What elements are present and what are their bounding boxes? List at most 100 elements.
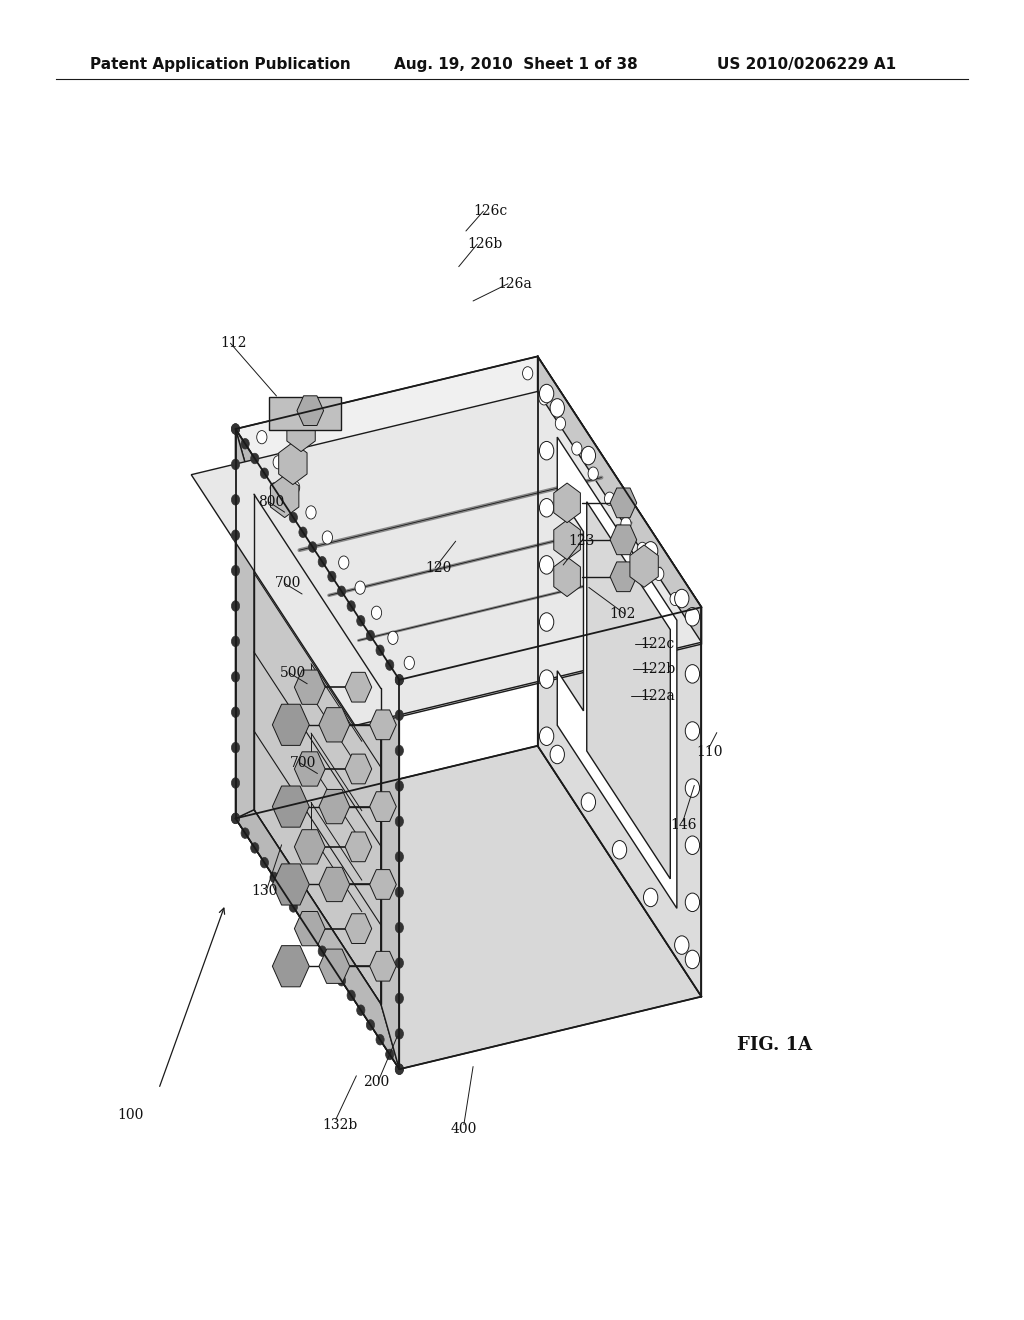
Circle shape — [395, 851, 403, 862]
Circle shape — [395, 887, 403, 898]
Circle shape — [231, 601, 240, 611]
Text: 700: 700 — [290, 756, 316, 770]
Text: 400: 400 — [451, 1122, 477, 1135]
Polygon shape — [295, 830, 326, 865]
Polygon shape — [272, 863, 309, 906]
Text: 126b: 126b — [467, 238, 502, 251]
Polygon shape — [610, 488, 637, 517]
Circle shape — [308, 931, 316, 941]
Circle shape — [289, 902, 297, 912]
Polygon shape — [270, 475, 299, 517]
Circle shape — [395, 1064, 403, 1074]
Polygon shape — [254, 494, 381, 1005]
Circle shape — [395, 675, 403, 685]
Circle shape — [550, 746, 564, 764]
Circle shape — [540, 441, 554, 459]
Circle shape — [306, 506, 316, 519]
Circle shape — [395, 816, 403, 826]
Polygon shape — [345, 672, 372, 702]
Polygon shape — [377, 607, 701, 722]
Text: 102: 102 — [609, 607, 636, 620]
Circle shape — [612, 841, 627, 859]
Polygon shape — [345, 832, 372, 862]
Circle shape — [338, 586, 346, 597]
Circle shape — [355, 581, 366, 594]
Text: 700: 700 — [274, 577, 301, 590]
Circle shape — [522, 367, 532, 380]
Text: 800: 800 — [258, 495, 285, 508]
Polygon shape — [587, 502, 671, 879]
Circle shape — [251, 453, 259, 463]
Circle shape — [550, 399, 564, 417]
Circle shape — [273, 455, 284, 469]
Polygon shape — [287, 409, 315, 451]
Circle shape — [540, 669, 554, 688]
Polygon shape — [554, 520, 581, 560]
Polygon shape — [295, 671, 326, 705]
Circle shape — [328, 572, 336, 582]
Polygon shape — [191, 392, 701, 726]
Circle shape — [270, 873, 279, 883]
Circle shape — [356, 1005, 365, 1015]
Text: US 2010/0206229 A1: US 2010/0206229 A1 — [717, 57, 896, 73]
Text: 100: 100 — [118, 1109, 144, 1122]
Circle shape — [376, 1035, 384, 1045]
Circle shape — [231, 495, 240, 506]
Circle shape — [231, 672, 240, 682]
Polygon shape — [381, 680, 399, 1069]
Polygon shape — [370, 710, 396, 739]
Polygon shape — [272, 705, 309, 746]
Polygon shape — [272, 945, 309, 987]
Circle shape — [231, 529, 240, 540]
Circle shape — [685, 950, 699, 969]
Polygon shape — [319, 789, 350, 824]
Circle shape — [555, 417, 565, 430]
Circle shape — [395, 710, 403, 721]
Circle shape — [338, 975, 346, 986]
Polygon shape — [295, 912, 326, 945]
Circle shape — [540, 727, 554, 746]
Polygon shape — [538, 356, 701, 644]
Circle shape — [675, 936, 689, 954]
Circle shape — [231, 813, 240, 824]
Polygon shape — [297, 396, 324, 425]
Circle shape — [395, 923, 403, 933]
Circle shape — [318, 946, 327, 957]
Polygon shape — [319, 867, 350, 902]
Circle shape — [231, 565, 240, 576]
Polygon shape — [345, 754, 372, 784]
Text: 132b: 132b — [323, 1118, 357, 1131]
Circle shape — [339, 556, 349, 569]
Polygon shape — [272, 785, 309, 828]
Circle shape — [290, 480, 300, 494]
Circle shape — [653, 568, 664, 581]
Circle shape — [637, 543, 647, 556]
Circle shape — [367, 630, 375, 640]
Circle shape — [231, 424, 240, 434]
Circle shape — [260, 858, 268, 869]
Circle shape — [231, 813, 240, 824]
Circle shape — [372, 606, 382, 619]
Circle shape — [280, 498, 288, 508]
Text: 123: 123 — [568, 535, 595, 548]
Circle shape — [386, 660, 394, 671]
Circle shape — [299, 916, 307, 927]
Circle shape — [323, 531, 333, 544]
Circle shape — [260, 469, 268, 479]
Circle shape — [367, 1019, 375, 1030]
Text: 120: 120 — [425, 561, 452, 574]
Circle shape — [231, 777, 240, 788]
Circle shape — [670, 593, 680, 606]
Polygon shape — [557, 437, 677, 908]
Circle shape — [270, 483, 279, 494]
Circle shape — [376, 645, 384, 656]
Text: 110: 110 — [696, 746, 723, 759]
Circle shape — [328, 961, 336, 972]
Circle shape — [231, 424, 240, 434]
Polygon shape — [319, 708, 350, 742]
Polygon shape — [236, 356, 701, 680]
Circle shape — [395, 1064, 403, 1074]
Circle shape — [241, 438, 249, 449]
Polygon shape — [236, 429, 399, 689]
Circle shape — [571, 442, 582, 455]
